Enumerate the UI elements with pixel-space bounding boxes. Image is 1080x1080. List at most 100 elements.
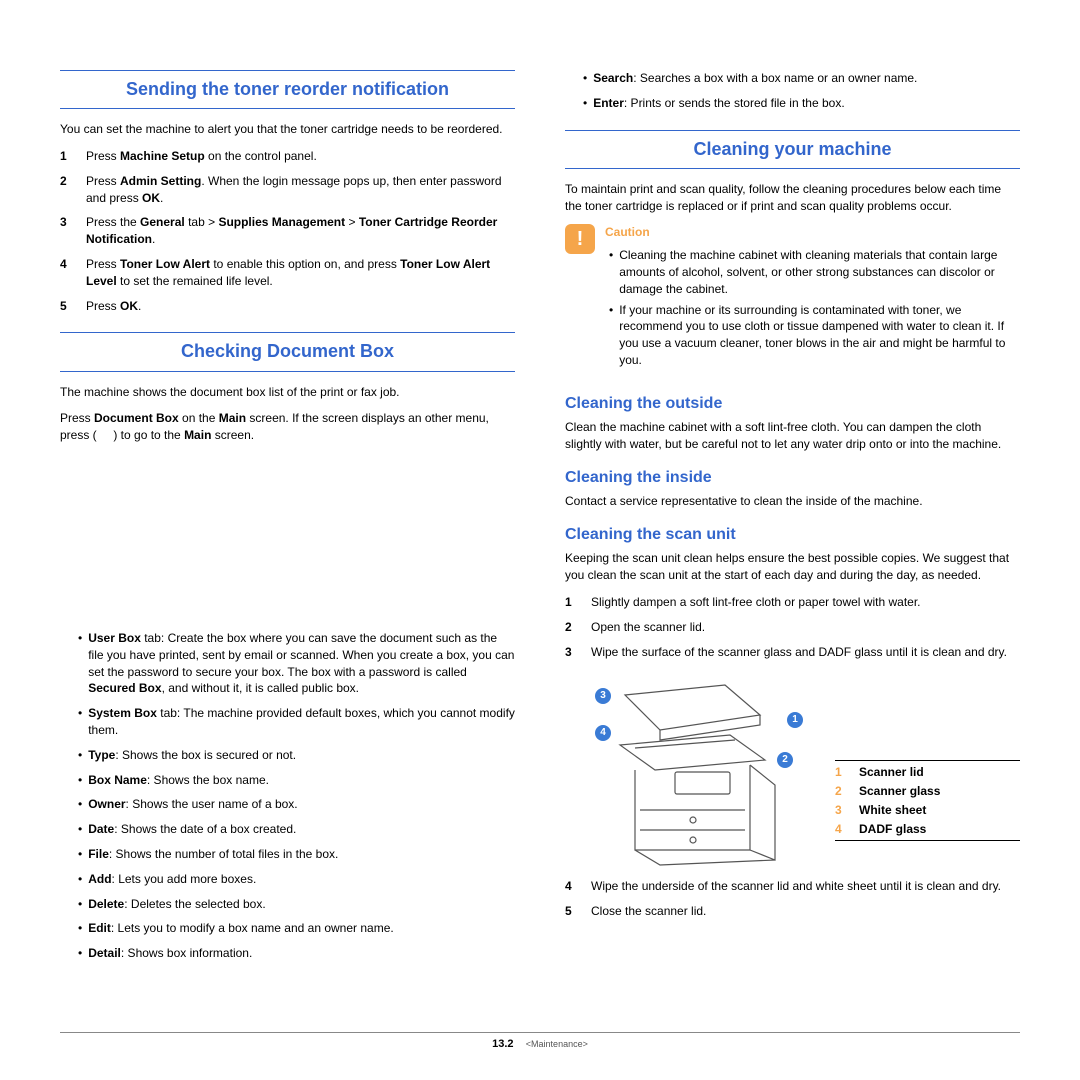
- printer-illustration: 3 4 1 2: [565, 670, 815, 870]
- bullet-text: Delete: Deletes the selected box.: [88, 896, 265, 913]
- bullet-text: File: Shows the number of total files in…: [88, 846, 338, 863]
- step-number: 4: [565, 878, 579, 895]
- figure-legend: 1 Scanner lid 2 Scanner glass 3 White sheet 4D…: [835, 760, 1020, 841]
- heading-cleaning-outside: Cleaning the outside: [565, 393, 1020, 415]
- step-number: 1: [60, 148, 74, 165]
- intro-toner-reorder: You can set the machine to alert you tha…: [60, 121, 515, 138]
- heading-cleaning-scan: Cleaning the scan unit: [565, 524, 1020, 546]
- step-item: 1 Slightly dampen a soft lint-free cloth …: [565, 594, 1020, 611]
- bullet-text: User Box tab: Create the box where you c…: [88, 630, 515, 697]
- step-item: 1 Press Machine Setup on the control pane…: [60, 148, 515, 165]
- step-item: 3Wipe the surface of the scanner glass a…: [565, 644, 1020, 661]
- step-item: 3Press the General tab > Supplies Manage…: [60, 214, 515, 248]
- heading-cleaning-machine: Cleaning your machine: [565, 130, 1020, 169]
- bullet-text: If your machine or its surrounding is co…: [619, 302, 1020, 369]
- bullet-text: Owner: Shows the user name of a box.: [88, 796, 297, 813]
- caution-block: ! Caution Cleaning the machine cabinet w…: [565, 224, 1020, 378]
- legend-row: 3 White sheet: [835, 801, 1020, 820]
- step-number: 2: [60, 173, 74, 207]
- caution-body: Caution Cleaning the machine cabinet wit…: [605, 224, 1020, 378]
- bullet-text: Search: Searches a box with a box name o…: [593, 70, 917, 87]
- right-column: Search: Searches a box with a box name o…: [565, 70, 1020, 972]
- bullet-item: Type: Shows the box is secured or not.: [78, 747, 515, 764]
- bullet-item: Date: Shows the date of a box created.: [78, 821, 515, 838]
- legend-row: 2 Scanner glass: [835, 782, 1020, 801]
- section-name: <Maintenance>: [526, 1039, 588, 1049]
- step-text: Close the scanner lid.: [591, 903, 1020, 920]
- legend-label: DADF glass: [859, 821, 926, 838]
- docbox-p1: The machine shows the document box list …: [60, 384, 515, 401]
- step-item: 4 Wipe the underside of the scanner lid a…: [565, 878, 1020, 895]
- legend-number: 2: [835, 783, 849, 800]
- legend-row: 1 Scanner lid: [835, 763, 1020, 782]
- bullet-text: Box Name: Shows the box name.: [88, 772, 269, 789]
- step-number: 2: [565, 619, 579, 636]
- heading-docbox: Checking Document Box: [60, 332, 515, 371]
- caution-label: Caution: [605, 224, 1020, 241]
- bullet-text: System Box tab: The machine provided def…: [88, 705, 515, 739]
- step-number: 4: [60, 256, 74, 290]
- bullet-text: Detail: Shows box information.: [88, 945, 252, 962]
- docbox-bullets: User Box tab: Create the box where you c…: [78, 630, 515, 962]
- bullet-item: Delete: Deletes the selected box.: [78, 896, 515, 913]
- step-text: Wipe the underside of the scanner lid an…: [591, 878, 1020, 895]
- step-text: Slightly dampen a soft lint-free cloth o…: [591, 594, 1020, 611]
- p-cleaning-outside: Clean the machine cabinet with a soft li…: [565, 419, 1020, 453]
- bullet-text: Add: Lets you add more boxes.: [88, 871, 256, 888]
- p-cleaning-inside: Contact a service representative to clea…: [565, 493, 1020, 510]
- bullet-item: File: Shows the number of total files in…: [78, 846, 515, 863]
- step-item: 5 Close the scanner lid.: [565, 903, 1020, 920]
- steps-toner-reorder: 1 Press Machine Setup on the control pane…: [60, 148, 515, 314]
- bullet-text: Cleaning the machine cabinet with cleani…: [619, 247, 1020, 297]
- step-number: 1: [565, 594, 579, 611]
- docbox-p2: Press Document Box on the Main screen. I…: [60, 410, 515, 444]
- bullet-item: Edit: Lets you to modify a box name and …: [78, 920, 515, 937]
- left-column: Sending the toner reorder notification Y…: [60, 70, 515, 972]
- legend-number: 4: [835, 821, 849, 838]
- bullet-text: Enter: Prints or sends the stored file i…: [593, 95, 844, 112]
- step-number: 3: [60, 214, 74, 248]
- step-text: Press Admin Setting. When the login mess…: [86, 173, 515, 207]
- legend-label: Scanner glass: [859, 783, 940, 800]
- step-text: Press Toner Low Alert to enable this opt…: [86, 256, 515, 290]
- p-cleaning-scan: Keeping the scan unit clean helps ensure…: [565, 550, 1020, 584]
- caution-bullets: Cleaning the machine cabinet with cleani…: [609, 247, 1020, 369]
- step-item: 5 Press OK.: [60, 298, 515, 315]
- bullet-item: User Box tab: Create the box where you c…: [78, 630, 515, 697]
- bullet-item: If your machine or its surrounding is co…: [609, 302, 1020, 369]
- top-bullets: Search: Searches a box with a box name o…: [583, 70, 1020, 112]
- page-footer: 13.2 <Maintenance>: [60, 1032, 1020, 1052]
- figure-row: 3 4 1 2 1 Scanner lid 2 Scanner glass 3 White…: [565, 670, 1020, 870]
- heading-cleaning-inside: Cleaning the inside: [565, 467, 1020, 489]
- bullet-item: Owner: Shows the user name of a box.: [78, 796, 515, 813]
- step-text: Wipe the surface of the scanner glass an…: [591, 644, 1020, 661]
- bullet-item: Detail: Shows box information.: [78, 945, 515, 962]
- bullet-text: Edit: Lets you to modify a box name and …: [88, 920, 394, 937]
- bullet-item: Enter: Prints or sends the stored file i…: [583, 95, 1020, 112]
- bullet-item: Box Name: Shows the box name.: [78, 772, 515, 789]
- legend-number: 3: [835, 802, 849, 819]
- bullet-item: Search: Searches a box with a box name o…: [583, 70, 1020, 87]
- legend-label: Scanner lid: [859, 764, 924, 781]
- caution-icon: !: [565, 224, 595, 254]
- legend-label: White sheet: [859, 802, 926, 819]
- cleaning-intro: To maintain print and scan quality, foll…: [565, 181, 1020, 215]
- bullet-text: Date: Shows the date of a box created.: [88, 821, 296, 838]
- step-text: Open the scanner lid.: [591, 619, 1020, 636]
- step-item: 4 Press Toner Low Alert to enable this op…: [60, 256, 515, 290]
- bullet-item: Add: Lets you add more boxes.: [78, 871, 515, 888]
- step-text: Press Machine Setup on the control panel…: [86, 148, 515, 165]
- scan-steps-a: 1 Slightly dampen a soft lint-free cloth …: [565, 594, 1020, 660]
- scan-steps-b: 4 Wipe the underside of the scanner lid a…: [565, 878, 1020, 920]
- legend-row: 4 DADF glass: [835, 820, 1020, 839]
- two-column-layout: Sending the toner reorder notification Y…: [60, 70, 1020, 972]
- step-item: 2 Press Admin Setting. When the login mes…: [60, 173, 515, 207]
- bullet-item: Cleaning the machine cabinet with cleani…: [609, 247, 1020, 297]
- page-number: 13.2: [492, 1038, 513, 1050]
- step-number: 5: [60, 298, 74, 315]
- bullet-text: Type: Shows the box is secured or not.: [88, 747, 296, 764]
- step-number: 5: [565, 903, 579, 920]
- step-text: Press OK.: [86, 298, 515, 315]
- step-item: 2 Open the scanner lid.: [565, 619, 1020, 636]
- legend-number: 1: [835, 764, 849, 781]
